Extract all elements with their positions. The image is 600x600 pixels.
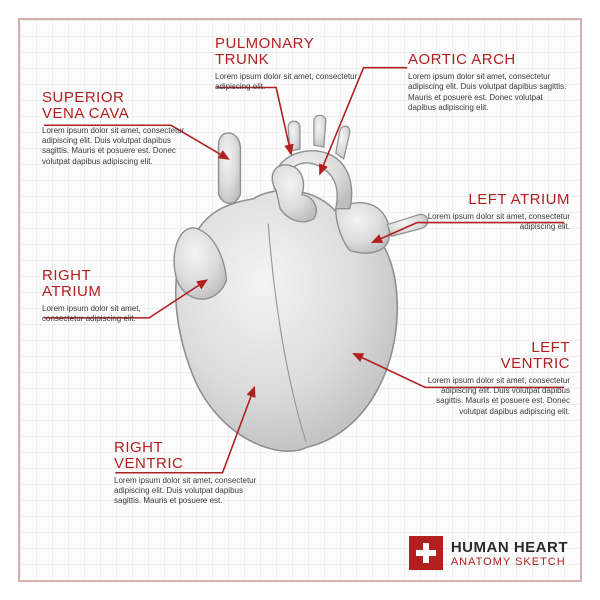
label-left-atrium: LEFT ATRIUM Lorem ipsum dolor sit amet, c… bbox=[420, 192, 570, 233]
label-title: AORTIC ARCH bbox=[408, 52, 568, 68]
medical-cross-icon bbox=[409, 536, 443, 570]
label-title: RIGHT VENTRIC bbox=[114, 440, 264, 472]
footer-subtitle: ANATOMY SKETCH bbox=[451, 556, 568, 568]
label-pulmonary-trunk: PULMONARY TRUNK Lorem ipsum dolor sit ame… bbox=[215, 36, 365, 92]
label-title: SUPERIOR VENA CAVA bbox=[42, 90, 192, 122]
footer-title: HUMAN HEART bbox=[451, 539, 568, 556]
label-desc: Lorem ipsum dolor sit amet, consectetur … bbox=[420, 212, 570, 233]
label-superior-vena-cava: SUPERIOR VENA CAVA Lorem ipsum dolor sit … bbox=[42, 90, 192, 167]
label-desc: Lorem ipsum dolor sit amet, consectetur … bbox=[215, 72, 365, 93]
label-aortic-arch: AORTIC ARCH Lorem ipsum dolor sit amet, c… bbox=[408, 52, 568, 113]
label-title: PULMONARY TRUNK bbox=[215, 36, 365, 68]
label-desc: Lorem ipsum dolor sit amet, consectetur … bbox=[42, 304, 182, 325]
label-desc: Lorem ipsum dolor sit amet, consectetur … bbox=[114, 476, 264, 507]
diagram-frame: PULMONARY TRUNK Lorem ipsum dolor sit ame… bbox=[0, 0, 600, 600]
label-desc: Lorem ipsum dolor sit amet, consectetur … bbox=[408, 72, 568, 114]
label-desc: Lorem ipsum dolor sit amet, consectetur … bbox=[420, 376, 570, 418]
label-title: LEFT ATRIUM bbox=[420, 192, 570, 208]
label-left-ventric: LEFT VENTRIC Lorem ipsum dolor sit amet, … bbox=[420, 340, 570, 417]
label-title: LEFT VENTRIC bbox=[420, 340, 570, 372]
label-desc: Lorem ipsum dolor sit amet, consectetur … bbox=[42, 126, 192, 168]
label-right-atrium: RIGHT ATRIUM Lorem ipsum dolor sit amet, … bbox=[42, 268, 182, 324]
label-title: RIGHT ATRIUM bbox=[42, 268, 182, 300]
diagram-canvas: PULMONARY TRUNK Lorem ipsum dolor sit ame… bbox=[18, 18, 582, 582]
footer: HUMAN HEART ANATOMY SKETCH bbox=[409, 536, 568, 570]
label-right-ventric: RIGHT VENTRIC Lorem ipsum dolor sit amet,… bbox=[114, 440, 264, 507]
